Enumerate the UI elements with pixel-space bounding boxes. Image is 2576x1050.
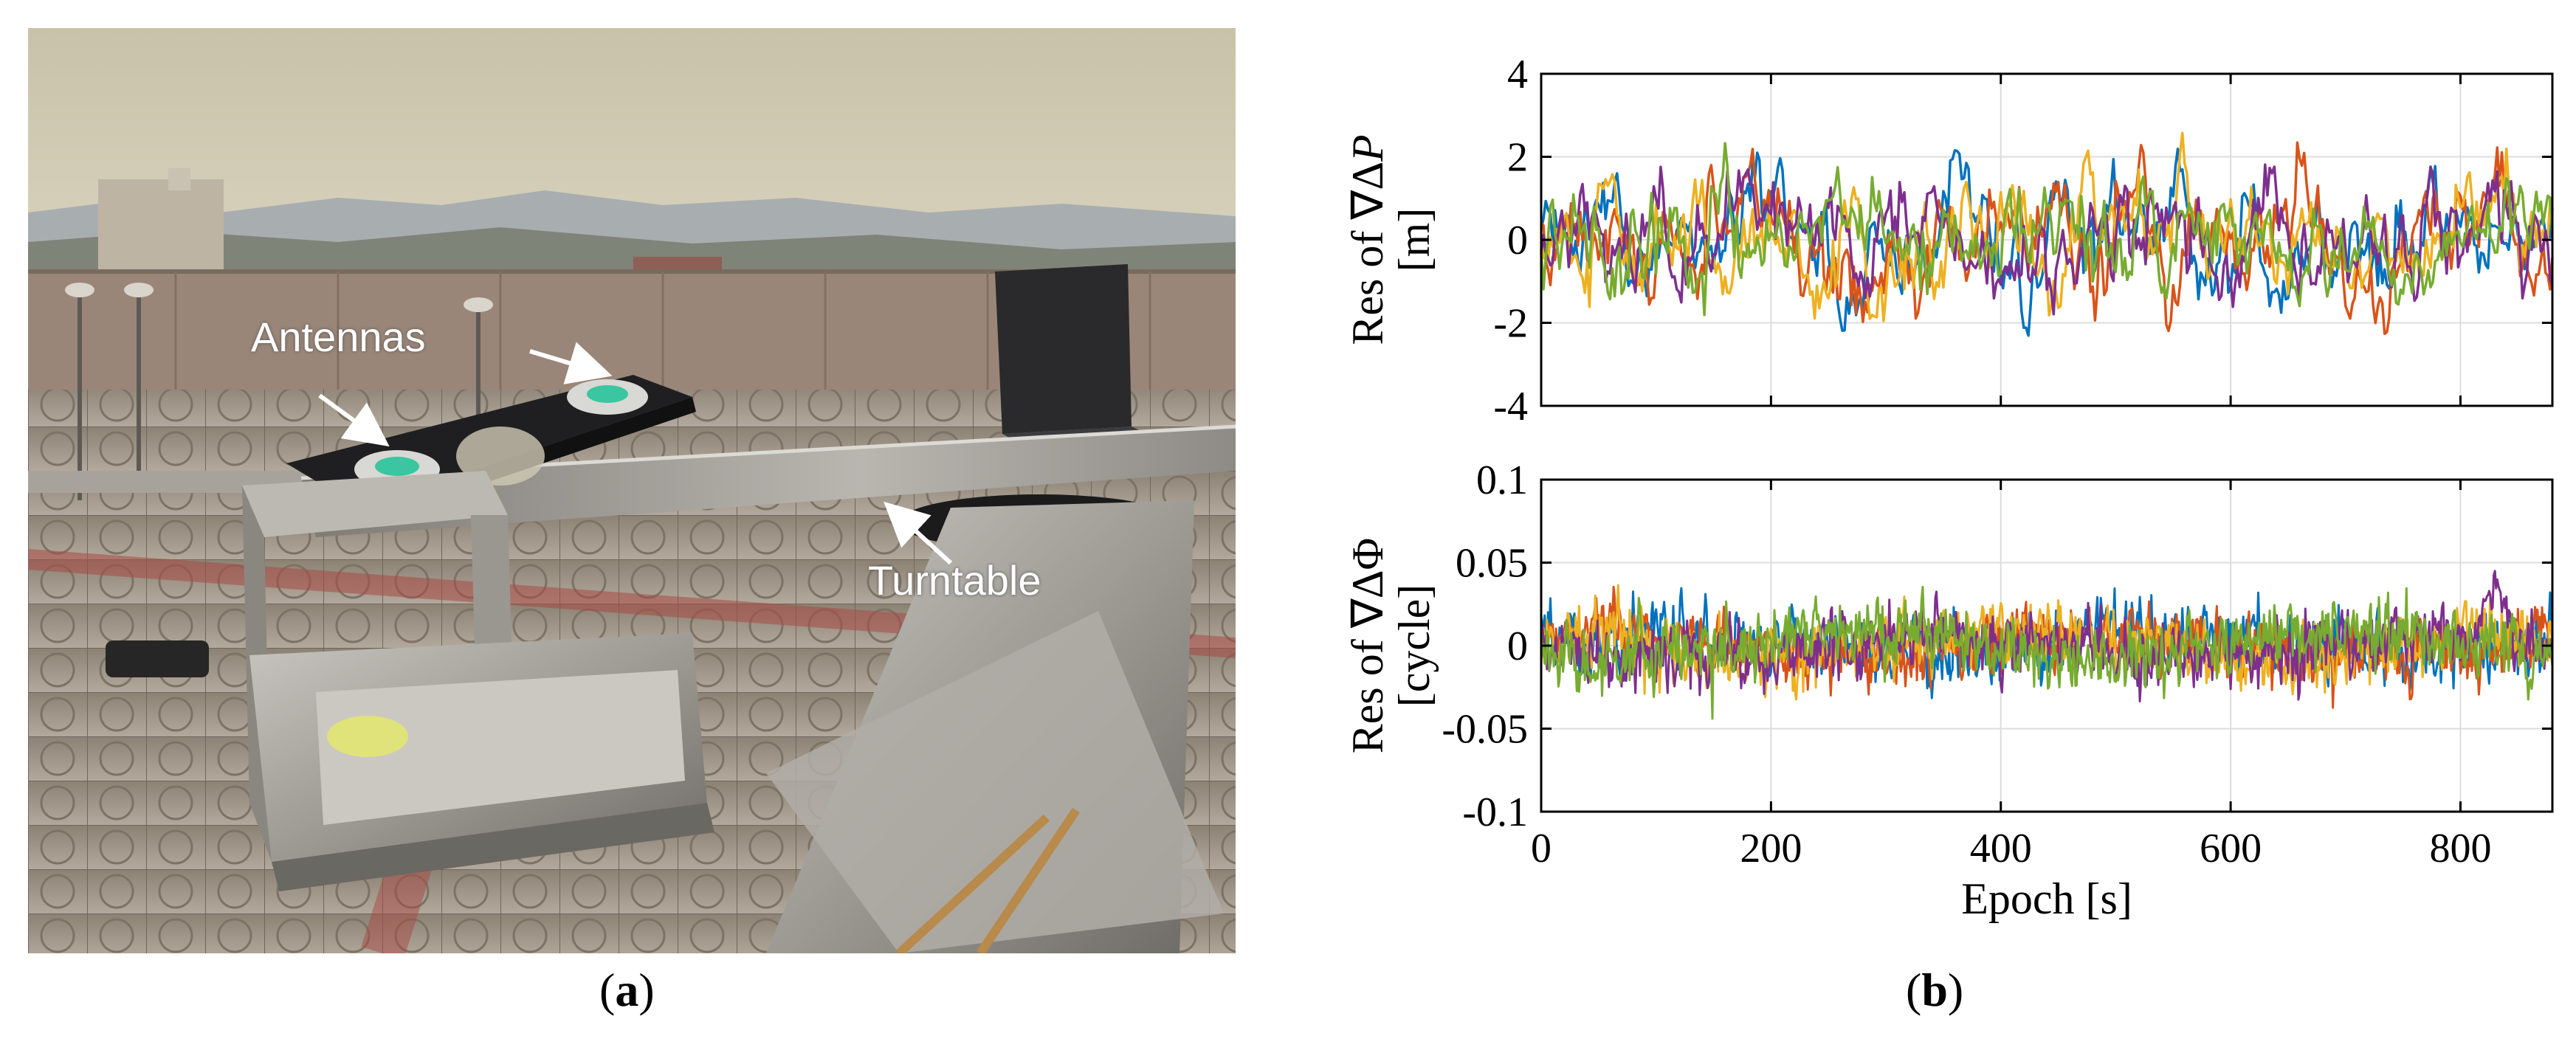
series-line xyxy=(1540,163,2554,316)
panel-a-label: (a) xyxy=(599,964,655,1016)
turntable-label: Turntable xyxy=(868,557,1041,604)
y-tick-label: -4 xyxy=(1493,384,1528,429)
y-axis-label-symbol: P xyxy=(1343,134,1392,162)
panel-b-label: (b) xyxy=(1906,964,1964,1016)
experiment-photo: Antennas Turntable xyxy=(28,28,1236,953)
x-tick-label: 600 xyxy=(2200,826,2262,871)
y-tick-label: 0.05 xyxy=(1456,541,1528,587)
x-tick-label: 400 xyxy=(1970,826,2032,871)
y-tick-label: 2 xyxy=(1507,135,1528,181)
series-line xyxy=(1540,147,2554,337)
series-line xyxy=(1540,142,2554,317)
y-axis-label-line2: [m] xyxy=(1390,208,1439,272)
rooftop-scene-image xyxy=(28,28,1236,953)
y-axis-label-line1: Res of ∇ΔP xyxy=(1343,134,1392,345)
photo-annotation-arrows xyxy=(318,342,953,565)
x-tick-label: 0 xyxy=(1531,826,1552,871)
series-line xyxy=(1540,585,2554,720)
x-axis-label: Epoch [s] xyxy=(1961,874,2132,923)
y-tick-label: 0 xyxy=(1507,624,1528,669)
y-axis-label-line1: Res of ∇ΔΦ xyxy=(1343,538,1392,754)
panel-b-letter: b xyxy=(1921,964,1948,1016)
x-tick-label: 200 xyxy=(1740,826,1802,871)
y-tick-label: -0.05 xyxy=(1442,707,1528,753)
y-axis-label-line2: [cycle] xyxy=(1390,584,1439,708)
x-tick-label: 800 xyxy=(2429,826,2491,871)
y-tick-label: 0.1 xyxy=(1476,457,1528,503)
y-tick-label: -0.1 xyxy=(1462,790,1528,835)
y-tick-label: -2 xyxy=(1493,301,1528,347)
y-tick-label: 4 xyxy=(1507,52,1528,97)
y-tick-label: 0 xyxy=(1507,218,1528,263)
antennas-label: Antennas xyxy=(251,314,426,360)
code-residual-chart: 4 2 0 -2 -4 Res of ∇ΔP[m] xyxy=(1343,52,2554,429)
panel-a-letter: a xyxy=(615,964,639,1016)
